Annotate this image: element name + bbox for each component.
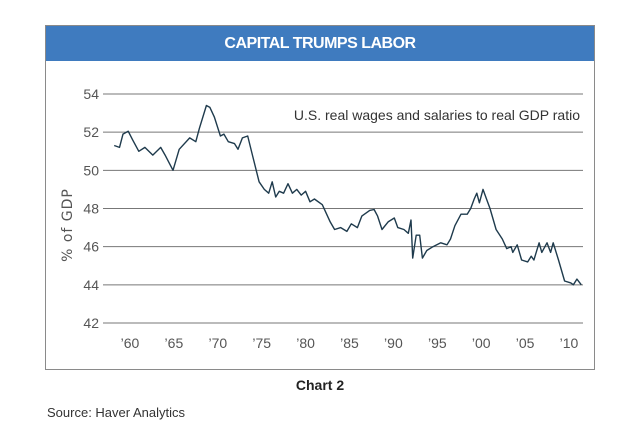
x-tick-label: ’85	[340, 335, 359, 351]
y-tick-label: 52	[83, 124, 99, 140]
x-tick-label: ’75	[252, 335, 271, 351]
x-tick-label: ’80	[296, 335, 315, 351]
chart-title: CAPITAL TRUMPS LABOR	[46, 26, 594, 61]
y-tick-label: 42	[83, 315, 99, 331]
x-tick-label: ’05	[516, 335, 535, 351]
x-tick-label: ’65	[165, 335, 184, 351]
x-tick-label: ’60	[121, 335, 140, 351]
y-tick-label: 48	[83, 201, 99, 217]
y-tick-label: 54	[83, 86, 99, 102]
chart-annotation: U.S. real wages and salaries to real GDP…	[294, 107, 580, 123]
x-tick-label: ’90	[384, 335, 403, 351]
series-line	[113, 104, 582, 286]
x-tick-label: ’95	[428, 335, 447, 351]
chart-caption: Chart 2	[295, 377, 345, 393]
y-tick-label: 46	[83, 239, 99, 255]
x-tick-label: ’10	[560, 335, 579, 351]
source-note: Source: Haver Analytics	[47, 405, 186, 420]
x-tick-label: ’70	[208, 335, 227, 351]
x-tick-label: ’00	[472, 335, 491, 351]
y-axis-label: % of GDP	[60, 188, 76, 262]
chart-frame: CAPITAL TRUMPS LABOR	[45, 25, 595, 370]
y-tick-label: 50	[83, 162, 99, 178]
y-tick-label: 44	[83, 277, 99, 293]
